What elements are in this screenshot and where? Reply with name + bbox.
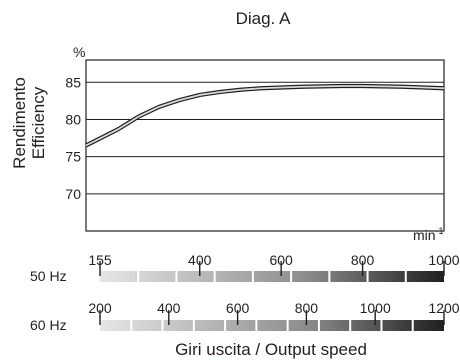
y-tick-label: 70 — [65, 186, 81, 202]
x-unit-label: min-1 — [413, 226, 444, 243]
scale-tick-label: 1200 — [428, 300, 459, 316]
y-axis-label: Rendimento Efficiency — [10, 77, 48, 169]
y-tick-labels: 70 75 80 85 — [65, 74, 81, 202]
scale-60hz-bar — [100, 320, 444, 331]
scale-tick-label: 600 — [269, 252, 293, 268]
scale-tick-label: 600 — [226, 300, 250, 316]
y-unit-label: % — [73, 44, 85, 60]
scale-tick-label: 800 — [295, 300, 319, 316]
x-unit-base: min — [413, 227, 436, 243]
scale-tick-label: 800 — [351, 252, 375, 268]
y-axis-label-line-1: Rendimento — [10, 77, 29, 169]
x-unit-exponent: -1 — [436, 226, 444, 236]
scale-tick-label: 155 — [88, 252, 112, 268]
grid — [86, 81, 444, 195]
scale-tick-label: 200 — [88, 300, 112, 316]
efficiency-line — [85, 85, 445, 147]
scale-tick-label: 1000 — [428, 252, 459, 268]
scale-tick-label: 400 — [188, 252, 212, 268]
x-axis-label: Giri uscita / Output speed — [175, 340, 367, 359]
y-tick-label: 80 — [65, 111, 81, 127]
chart-title: Diag. A — [236, 9, 291, 28]
scale-50hz-label: 50 Hz — [30, 268, 67, 284]
scale-60hz-label: 60 Hz — [30, 317, 67, 333]
y-axis-label-line-2: Efficiency — [29, 86, 48, 159]
y-tick-label: 85 — [65, 74, 81, 90]
y-tick-label: 75 — [65, 149, 81, 165]
scale-50hz-bar — [100, 271, 444, 282]
efficiency-series — [85, 83, 445, 148]
scale-tick-label: 1000 — [360, 300, 391, 316]
scale-tick-label: 400 — [157, 300, 181, 316]
scale-50hz-ticks: 155 400 600 800 1000 — [88, 252, 460, 282]
scale-60hz-ticks: 200 400 600 800 1000 1200 — [88, 300, 460, 331]
